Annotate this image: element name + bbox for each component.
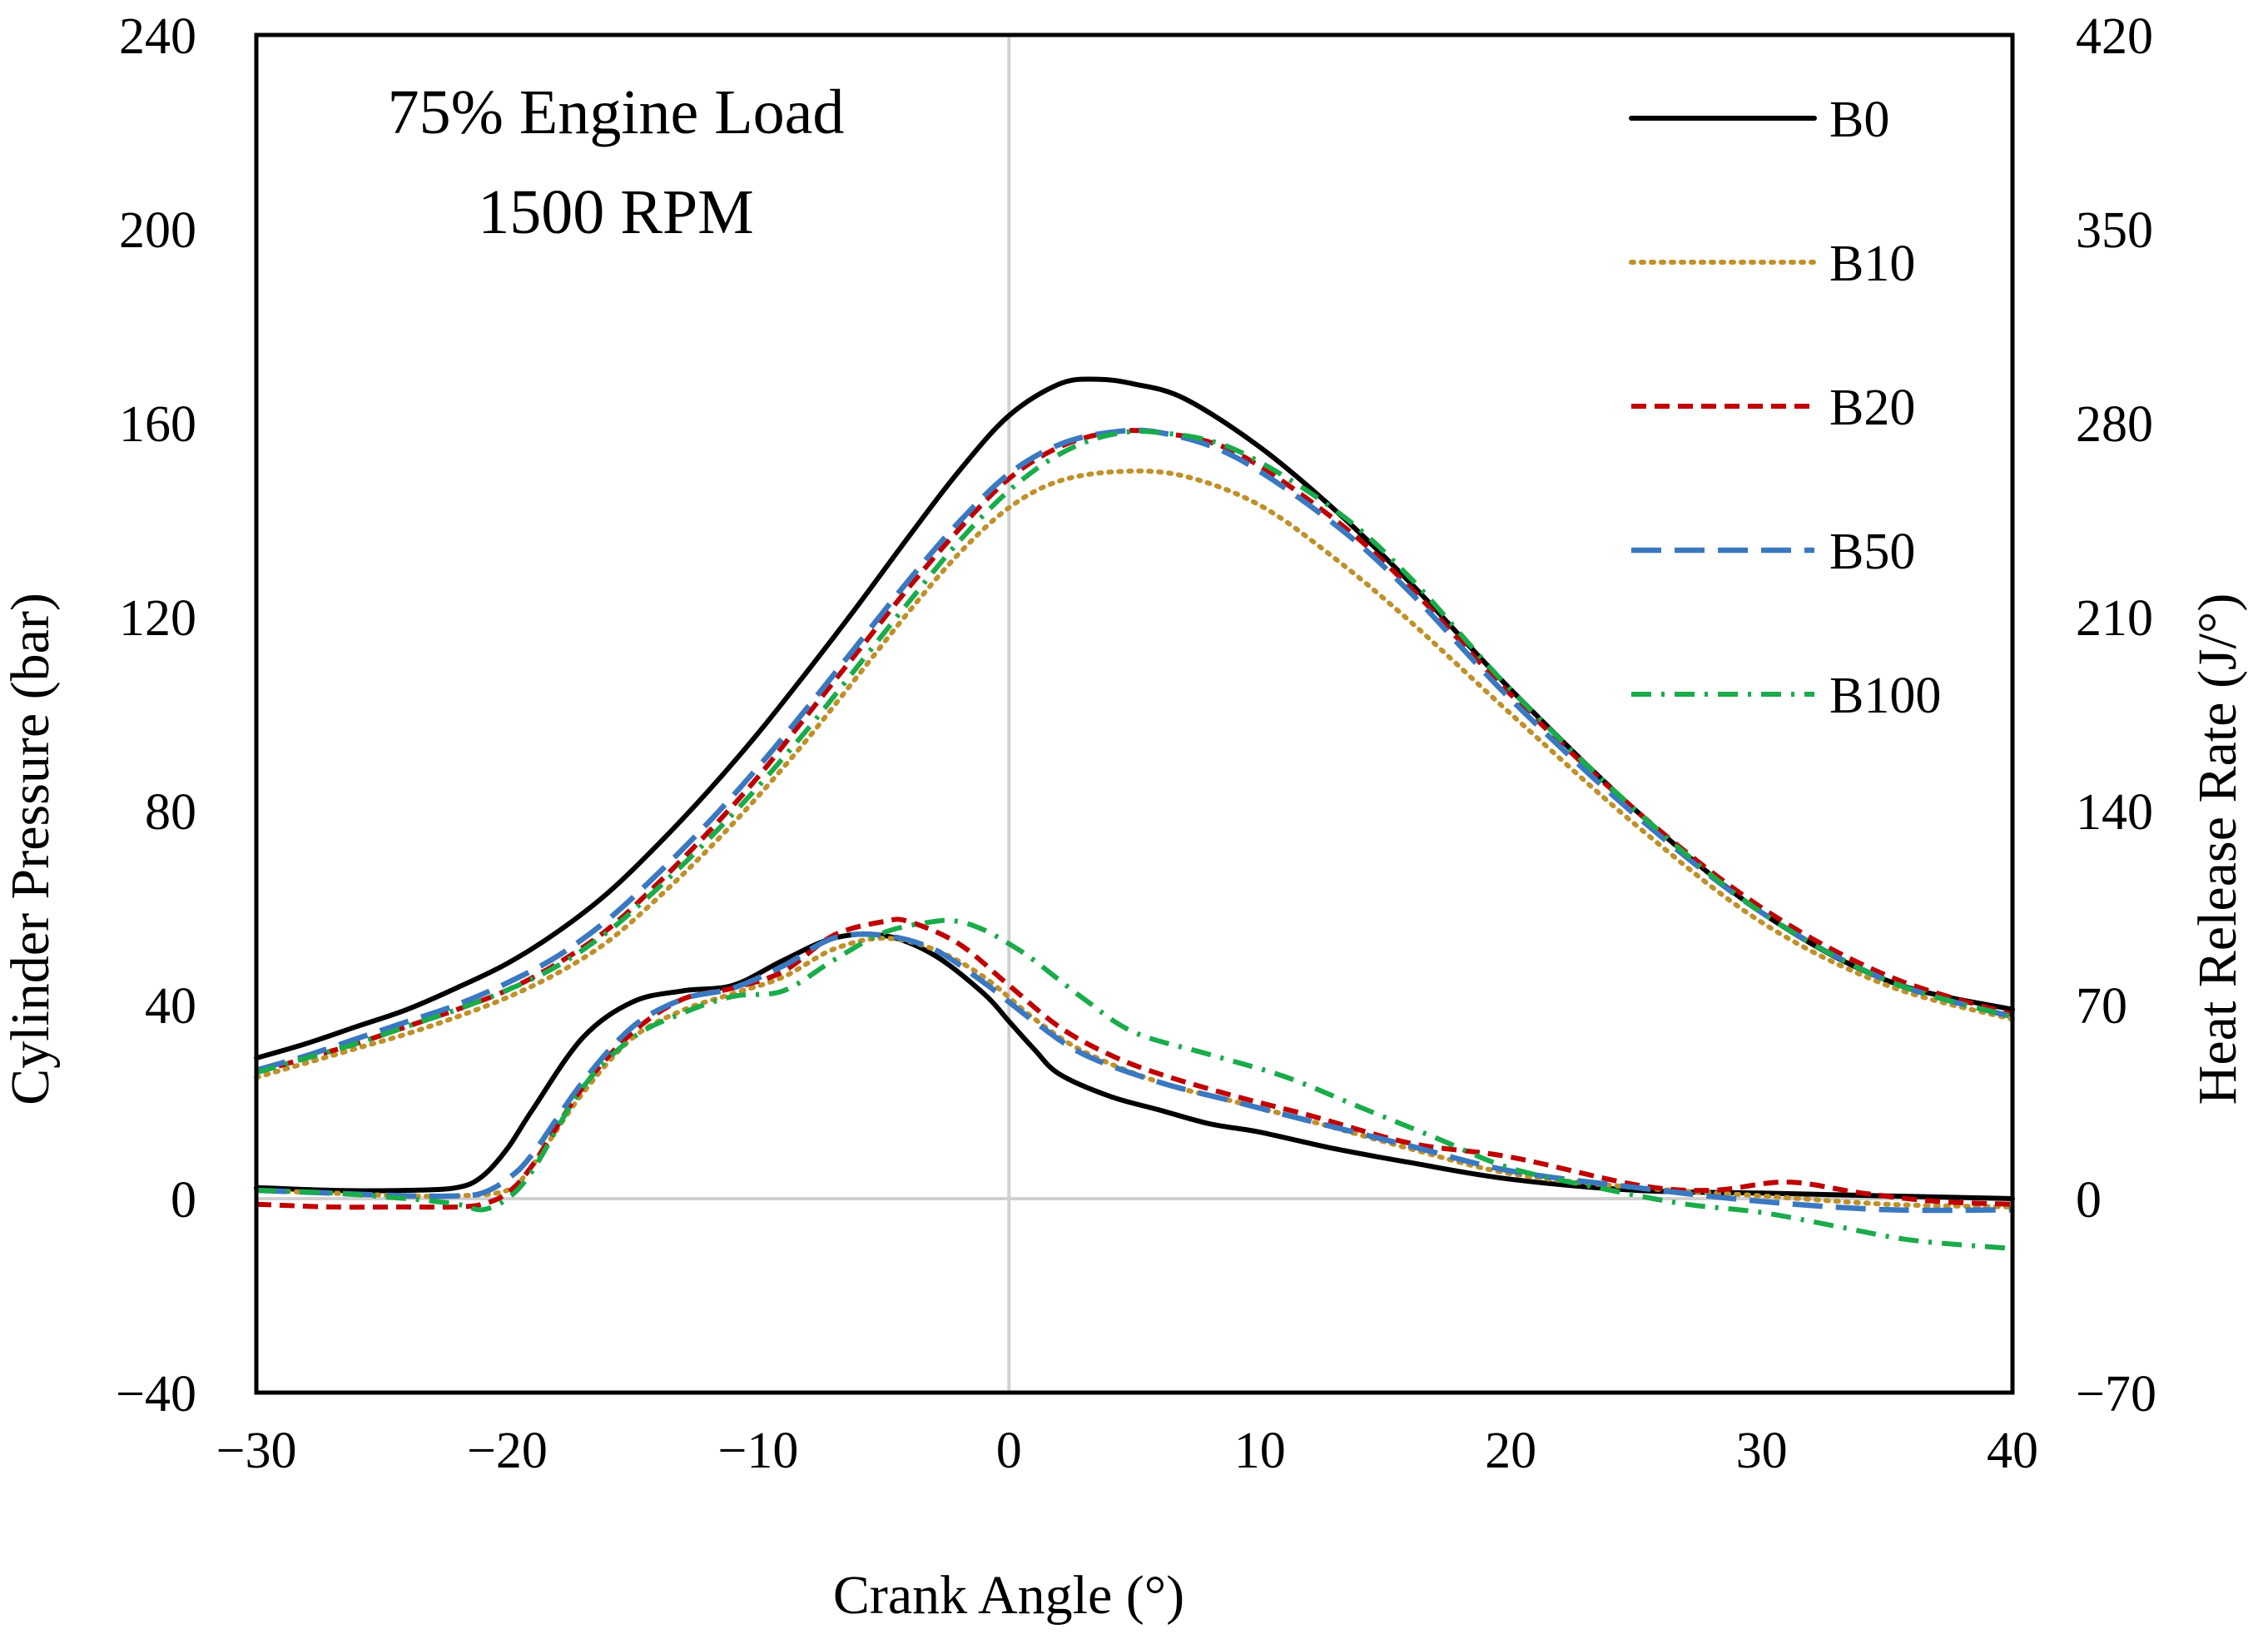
x-tick-label: 40 (1987, 1423, 2038, 1479)
y-tick-label-left: 200 (119, 202, 196, 259)
legend-label-b50: B50 (1829, 524, 1915, 580)
y-tick-label-left: 120 (119, 590, 196, 647)
x-tick-label: −20 (467, 1423, 548, 1479)
legend-label-b100: B100 (1829, 668, 1941, 724)
annotation-engine-load: 75% Engine Load (388, 77, 845, 147)
legend-label-b0: B0 (1829, 92, 1889, 148)
legend: B0 B10 B20 B50 B100 (1629, 92, 1941, 724)
y-tick-label-right: 350 (2076, 202, 2153, 259)
x-tick-label: 20 (1485, 1423, 1536, 1479)
x-tick-label: 10 (1234, 1423, 1286, 1479)
x-tick-label: 30 (1736, 1423, 1788, 1479)
series-layer (254, 376, 2015, 1251)
y-tick-label-right: 140 (2076, 784, 2153, 841)
plot-frame (254, 32, 2015, 1395)
y-tick-label-right: 420 (2076, 8, 2153, 65)
y-axis-title-right: Heat Release Rate (J/°) (2187, 594, 2248, 1105)
y-tick-label-left: 240 (119, 8, 196, 65)
x-axis-title: Crank Angle (°) (833, 1565, 1184, 1626)
series-line-b10-pressure (254, 468, 2015, 1080)
annotation-rpm: 1500 RPM (478, 177, 754, 247)
x-tick-label: 0 (996, 1423, 1022, 1479)
x-tick-label: −30 (216, 1423, 297, 1479)
series-line-b50-pressure (256, 427, 2013, 1073)
series-line-b20-hrr (256, 916, 2013, 1210)
y-tick-label-left: 0 (171, 1172, 196, 1229)
x-tick-label: −10 (717, 1423, 798, 1479)
y-tick-label-left: −40 (116, 1366, 196, 1423)
y-tick-label-left: 80 (145, 784, 196, 841)
y-tick-label-right: 280 (2076, 396, 2153, 453)
y-tick-label-right: −70 (2076, 1366, 2156, 1423)
y-tick-label-right: 0 (2076, 1172, 2102, 1229)
legend-label-b10: B10 (1829, 236, 1915, 292)
y-tick-label-left: 160 (119, 396, 196, 453)
series-line-b100-hrr (256, 917, 2013, 1251)
legend-label-b20: B20 (1829, 380, 1915, 436)
tick-labels: −30 −20 −10 0 10 20 30 40 −40 0 40 80 120 160 200 240 −7… (116, 8, 2156, 1479)
y-tick-label-right: 70 (2076, 978, 2127, 1035)
series-line-b0-hrr (254, 931, 2015, 1201)
series-line-b50-hrr (256, 931, 2013, 1214)
y-axis-title-left: Cylinder Pressure (bar) (0, 593, 61, 1105)
y-tick-label-right: 210 (2076, 590, 2153, 647)
y-tick-label-left: 40 (145, 978, 196, 1035)
series-line-b100-pressure (256, 429, 2013, 1075)
